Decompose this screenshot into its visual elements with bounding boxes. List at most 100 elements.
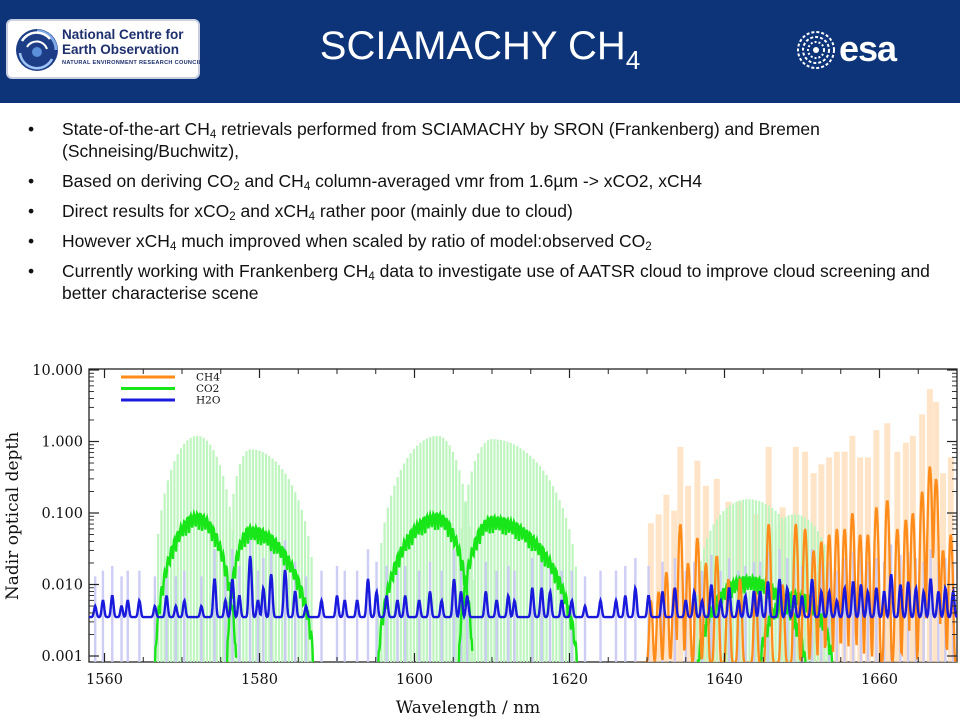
h2o-band-line xyxy=(922,561,925,662)
ch4-series-line xyxy=(635,466,958,662)
bullet-text: much improved when scaled by ratio of mo… xyxy=(176,231,646,251)
bullet-subscript: 4 xyxy=(209,129,217,141)
ch4-band-line xyxy=(926,389,933,662)
h2o-band-line xyxy=(531,558,534,662)
nceo-name-line2: Earth Observation xyxy=(62,42,180,57)
bullet-marker: • xyxy=(28,201,35,221)
bullet-text: However xCH xyxy=(62,231,170,251)
nceo-name-line3: NATURAL ENVIRONMENT RESEARCH COUNCIL xyxy=(62,60,203,66)
h2o-band-line xyxy=(827,561,831,662)
h2o-band-line xyxy=(183,570,186,662)
h2o-band-line xyxy=(343,570,346,662)
slide-title-main: SCIAMACHY CH xyxy=(319,24,626,68)
h2o-band-line xyxy=(466,565,469,662)
y-axis-title: Nadir optical depth xyxy=(3,432,23,600)
h2o-band-line xyxy=(661,561,664,662)
ch4-band-line xyxy=(677,446,684,662)
bullet-text: rather poor (mainly due to cloud) xyxy=(315,201,573,221)
y-tick-label: 0.001 xyxy=(41,649,83,665)
bullet-item: • Direct results for xCO2 and xCH4 rather… xyxy=(28,200,943,223)
y-tick-label: 0.100 xyxy=(41,506,83,522)
bullet-text: retrievals performed from SCIAMACHY by S… xyxy=(62,119,820,161)
h2o-band-line xyxy=(766,551,770,662)
h2o-band-line xyxy=(440,570,443,662)
co2-series-line xyxy=(377,509,474,662)
h2o-band-line xyxy=(614,570,618,662)
h2o-band-line xyxy=(843,558,846,662)
bullet-marker: • xyxy=(28,119,35,139)
h2o-band-line xyxy=(94,576,97,662)
h2o-band-line xyxy=(138,570,141,662)
h2o-band-line xyxy=(744,565,747,662)
h2o-band-line xyxy=(262,558,265,662)
h2o-band-line xyxy=(404,565,407,662)
ch4-band-line xyxy=(864,457,871,662)
h2o-band-line xyxy=(200,576,203,662)
ch4-band-line xyxy=(947,457,954,662)
h2o-band-line xyxy=(126,570,129,662)
h2o-band-line xyxy=(256,570,260,662)
slide-title-subscript: 4 xyxy=(625,45,641,75)
ch4-band-line xyxy=(841,451,848,662)
h2o-band-line xyxy=(355,570,359,662)
h2o-band-line xyxy=(417,570,421,662)
h2o-band-line xyxy=(599,570,602,662)
bullet-text: and CH xyxy=(239,171,304,191)
x-tick-label: 1620 xyxy=(551,672,588,688)
h2o-band-line xyxy=(366,549,370,662)
esa-swirl-icon xyxy=(797,31,835,69)
h2o-band-line xyxy=(174,576,177,662)
h2o-band-line xyxy=(375,561,378,662)
bullet-text: State-of-the-art CH xyxy=(62,119,210,139)
ch4-band-line xyxy=(833,451,840,662)
optical-depth-chart: 1560 1580 1600 1620 1640 1660 0.001 0.010 0.100 1… xyxy=(3,363,958,718)
ch4-band-line xyxy=(940,473,947,662)
h2o-band-line xyxy=(335,565,339,662)
bullet-text: column-averaged vmr from 1.6µm -> xCO2, … xyxy=(310,171,703,191)
h2o-band-line xyxy=(937,561,940,662)
axis-layer: 1560 1580 1600 1620 1640 1660 0.001 0.010 0.100 1… xyxy=(32,363,957,688)
h2o-band-line xyxy=(120,576,123,662)
nceo-name-line1: National Centre for xyxy=(62,27,184,42)
h2o-band-line xyxy=(165,565,168,662)
esa-wordmark: esa xyxy=(839,28,897,69)
bullet-subscript: 4 xyxy=(303,181,311,193)
slide-title: SCIAMACHY CH4 xyxy=(0,22,960,84)
bullet-item: • However xCH4 much improved when scaled … xyxy=(28,230,943,253)
h2o-band-line xyxy=(820,561,823,662)
h2o-band-line xyxy=(851,551,855,662)
ch4-band-line xyxy=(873,430,880,662)
co2-series-line xyxy=(225,522,315,662)
bullet-text: data to investigate use of AATSR cloud t… xyxy=(62,261,930,303)
ch4-band-line xyxy=(647,523,654,662)
x-tick-label: 1660 xyxy=(861,672,898,688)
h2o-band-line xyxy=(875,558,878,662)
h2o-band-line xyxy=(213,549,216,662)
ch4-band-line xyxy=(849,435,856,662)
h2o-band-line xyxy=(929,549,932,662)
h2o-band-line xyxy=(719,570,722,662)
bullet-marker: • xyxy=(28,171,35,191)
ch4-band-line xyxy=(826,457,833,662)
bullet-subscript: 2 xyxy=(645,241,652,253)
h2o-band-line xyxy=(452,549,456,662)
h2o-band-line xyxy=(495,570,498,662)
ch4-band-line xyxy=(655,514,662,662)
h2o-band-line xyxy=(111,565,114,662)
h2o-band-line xyxy=(583,576,587,662)
ch4-band-line xyxy=(902,442,909,662)
bullet-text: Based on deriving CO xyxy=(62,171,234,191)
ch4-band-line xyxy=(909,435,916,662)
h2o-band-line xyxy=(540,558,543,662)
series-layer xyxy=(89,466,958,662)
h2o-band-line xyxy=(101,570,105,662)
bullet-subscript: 2 xyxy=(233,181,240,193)
ch4-band-line xyxy=(884,423,891,662)
bullet-subscript: 2 xyxy=(229,211,236,223)
x-tick-label: 1580 xyxy=(241,672,278,688)
x-tick-label: 1560 xyxy=(86,672,123,688)
bullet-marker: • xyxy=(28,231,35,251)
h2o-band-line xyxy=(153,576,157,662)
bullet-item: • Based on deriving CO2 and CH4 column-av… xyxy=(28,170,943,193)
